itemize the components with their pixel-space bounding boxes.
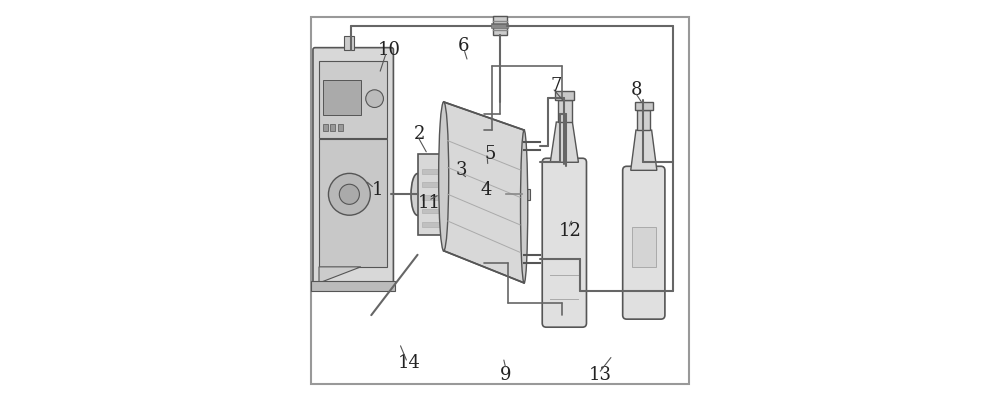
Polygon shape (444, 102, 524, 283)
Bar (635, 102, 653, 110)
Bar (632, 227, 656, 267)
Bar (319, 61, 387, 138)
Text: 11: 11 (418, 194, 441, 211)
Bar (637, 110, 650, 130)
Bar (558, 100, 572, 122)
Text: 9: 9 (500, 367, 512, 384)
Text: 3: 3 (456, 161, 468, 179)
Circle shape (328, 173, 370, 215)
Text: 1: 1 (372, 181, 383, 199)
Ellipse shape (439, 102, 449, 251)
Circle shape (339, 184, 359, 205)
Polygon shape (631, 130, 657, 171)
Polygon shape (550, 122, 578, 162)
Bar (422, 169, 502, 173)
Bar (338, 124, 343, 131)
Ellipse shape (500, 154, 512, 234)
Bar (344, 36, 354, 50)
Bar (311, 281, 395, 291)
Bar (422, 209, 502, 213)
Text: 4: 4 (480, 181, 492, 199)
Bar (319, 139, 387, 267)
Text: 8: 8 (631, 81, 643, 99)
Text: 12: 12 (559, 222, 582, 240)
Text: 6: 6 (458, 36, 470, 55)
Text: 7: 7 (551, 77, 562, 95)
FancyBboxPatch shape (623, 166, 665, 319)
Bar (555, 91, 574, 100)
Bar (330, 124, 335, 131)
Bar (422, 222, 502, 227)
Ellipse shape (411, 173, 424, 215)
Ellipse shape (521, 130, 528, 283)
Bar (422, 195, 502, 200)
Bar (493, 16, 507, 35)
Bar (323, 124, 328, 131)
Text: 2: 2 (414, 125, 425, 143)
Text: 5: 5 (484, 145, 496, 163)
Bar (422, 182, 502, 187)
Polygon shape (319, 267, 361, 283)
Bar (418, 154, 506, 234)
Circle shape (366, 90, 383, 107)
Bar (506, 189, 530, 200)
Bar (323, 80, 361, 115)
Text: 13: 13 (589, 367, 612, 384)
Text: 10: 10 (378, 40, 401, 59)
FancyBboxPatch shape (313, 48, 393, 285)
FancyBboxPatch shape (542, 158, 586, 327)
Text: 14: 14 (398, 354, 421, 372)
